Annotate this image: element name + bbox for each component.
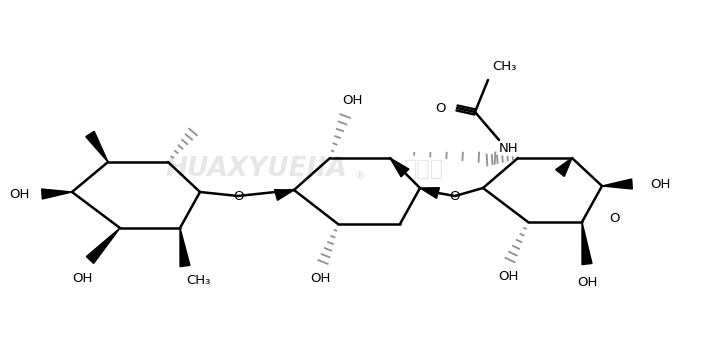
Text: O: O xyxy=(450,189,460,202)
Polygon shape xyxy=(602,179,632,189)
Text: O: O xyxy=(233,189,244,202)
Text: O: O xyxy=(436,101,446,114)
Polygon shape xyxy=(42,189,72,199)
Text: OH: OH xyxy=(498,270,518,283)
Text: OH: OH xyxy=(650,177,671,190)
Text: OH: OH xyxy=(577,276,597,289)
Polygon shape xyxy=(390,158,409,177)
Text: OH: OH xyxy=(72,271,92,284)
Polygon shape xyxy=(555,158,572,176)
Text: OH: OH xyxy=(310,272,330,285)
Text: OH: OH xyxy=(10,188,30,201)
Text: NH: NH xyxy=(499,142,519,155)
Text: OH: OH xyxy=(342,94,362,107)
Text: CH₃: CH₃ xyxy=(186,274,210,287)
Text: O: O xyxy=(609,212,619,225)
Text: HUAXYUEJIA: HUAXYUEJIA xyxy=(165,156,347,182)
Text: ®: ® xyxy=(355,171,366,181)
Polygon shape xyxy=(180,228,190,267)
Polygon shape xyxy=(86,228,120,263)
Polygon shape xyxy=(582,222,592,265)
Polygon shape xyxy=(85,131,108,162)
Polygon shape xyxy=(275,190,294,200)
Text: CH₃: CH₃ xyxy=(492,59,516,73)
Text: 化学加: 化学加 xyxy=(404,159,444,179)
Polygon shape xyxy=(420,188,439,198)
